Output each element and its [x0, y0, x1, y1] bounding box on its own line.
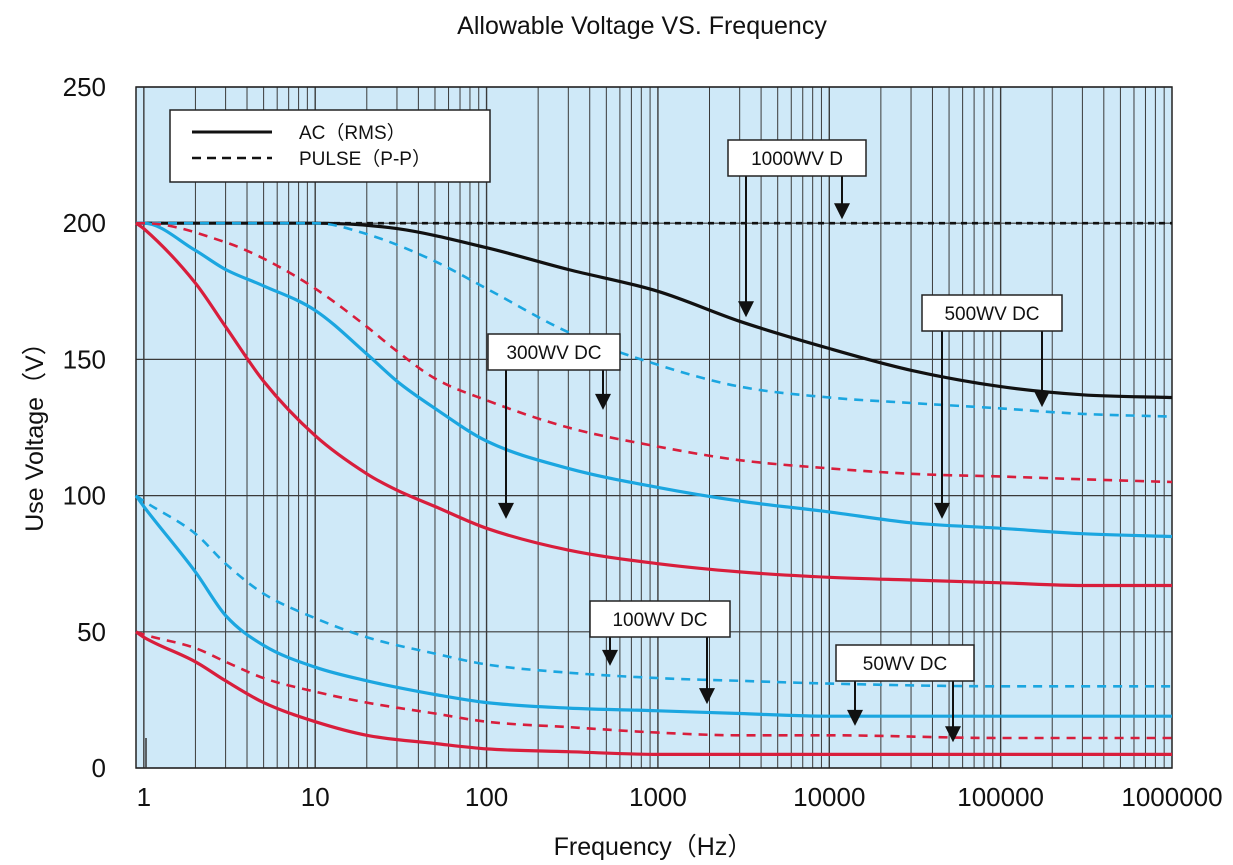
y-tick-label: 0 [92, 753, 106, 783]
annotation-label: 1000WV D [751, 149, 843, 170]
annotation-box [921, 294, 1063, 332]
plot-frame [135, 86, 1173, 769]
annotation-label: 50WV DC [863, 654, 947, 675]
series-line-50wv-dc-pulse [135, 630, 1172, 740]
legend: AC（RMS） PULSE（P-P） [169, 109, 491, 183]
x-tick-label: 100 [465, 782, 508, 812]
annotation-arrowhead [1034, 391, 1050, 408]
y-tick-label: 250 [63, 72, 106, 102]
annotation-label: 500WV DC [944, 304, 1039, 325]
annotation-arrowhead [595, 393, 611, 410]
x-tick-label: 100000 [957, 782, 1044, 812]
legend-label: AC（RMS） [299, 122, 406, 144]
annotation-arrowhead [498, 502, 514, 519]
annotation-arrowhead [738, 301, 754, 318]
legend-label: PULSE（P-P） [299, 148, 431, 170]
y-tick-label: 150 [63, 344, 106, 374]
series-line-100wv-dc-pulse [135, 494, 1172, 688]
x-tick-label: 1000 [629, 782, 687, 812]
y-tick-label: 100 [63, 481, 106, 511]
series-line-50wv-dc-ac [135, 630, 1172, 757]
annotation-arrowhead [602, 649, 618, 666]
y-tick-label: 50 [77, 617, 106, 647]
series-line-100wv-dc-ac [134, 494, 1172, 718]
annotation-500wv-dc: 500WV DC [921, 294, 1063, 519]
annotation-100wv-dc: 100WV DC [589, 600, 731, 705]
annotation-1000wv-d: 1000WV D [727, 139, 867, 318]
annotation-arrowhead [834, 203, 850, 220]
annotation-arrowhead [945, 726, 961, 743]
x-tick-label: 10 [301, 782, 330, 812]
annotation-box [727, 139, 867, 177]
annotation-box [589, 600, 731, 638]
annotation-box [487, 333, 621, 371]
y-axis-title: Use Voltage（V） [21, 330, 49, 532]
x-tick-label: 10000 [793, 782, 865, 812]
legend-box [169, 109, 491, 183]
annotation-label: 100WV DC [612, 610, 707, 631]
y-tick-label: 200 [63, 208, 106, 238]
annotation-300wv-dc: 300WV DC [487, 333, 621, 519]
x-tick-label: 1 [137, 782, 151, 812]
series-line-500wv-dc-ac [136, 221, 1173, 539]
x-axis-title: Frequency（Hz） [554, 833, 753, 861]
annotation-box [835, 644, 975, 682]
annotation-arrowhead [847, 709, 863, 726]
plot-background [136, 87, 1172, 768]
annotation-label: 300WV DC [506, 343, 601, 364]
annotation-arrowhead [934, 502, 950, 519]
annotation-arrowhead [699, 688, 715, 705]
x-tick-label: 1000000 [1121, 782, 1222, 812]
annotation-50wv-dc: 50WV DC [835, 644, 975, 743]
plot-area: 1 10 100 1000 10000 100000 1000000 0 50 100 150 200… [63, 72, 1223, 812]
series-line-300wv-dc-ac [135, 221, 1172, 588]
chart-title: Allowable Voltage VS. Frequency [457, 12, 827, 40]
